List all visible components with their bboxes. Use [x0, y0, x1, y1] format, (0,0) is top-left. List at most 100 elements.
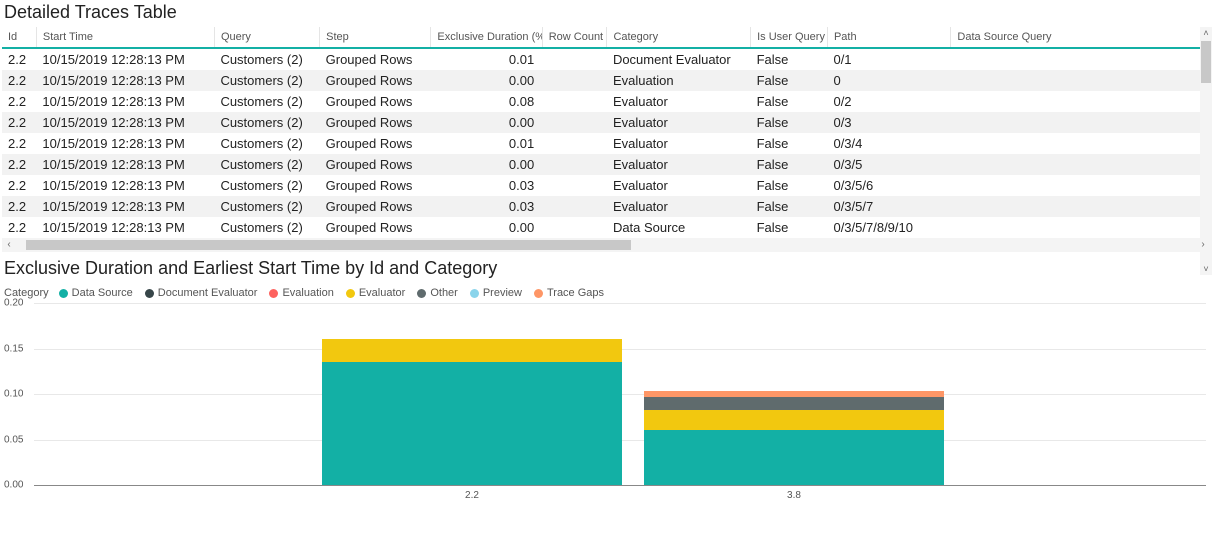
- chart-legend[interactable]: Category Data SourceDocument EvaluatorEv…: [0, 281, 1214, 303]
- cell-data_source_query: [951, 91, 1212, 112]
- table-row[interactable]: 2.210/15/2019 12:28:13 PMCustomers (2)Gr…: [2, 196, 1212, 217]
- y-tick-label: 0.10: [4, 389, 23, 400]
- cell-query: Customers (2): [214, 154, 319, 175]
- cell-start_time: 10/15/2019 12:28:13 PM: [36, 48, 214, 70]
- vertical-scroll-thumb[interactable]: [1201, 41, 1211, 83]
- legend-item[interactable]: Trace Gaps: [534, 287, 604, 299]
- scroll-down-icon[interactable]: ˅: [1200, 263, 1212, 275]
- legend-item[interactable]: Preview: [470, 287, 522, 299]
- legend-item[interactable]: Evaluator: [346, 287, 405, 299]
- cell-row_count: [542, 196, 607, 217]
- cell-is_user_query: False: [751, 196, 828, 217]
- bar-segment[interactable]: [644, 410, 944, 430]
- scroll-left-icon[interactable]: ‹: [2, 238, 16, 252]
- cell-data_source_query: [951, 48, 1212, 70]
- table-row[interactable]: 2.210/15/2019 12:28:13 PMCustomers (2)Gr…: [2, 154, 1212, 175]
- table-row[interactable]: 2.210/15/2019 12:28:13 PMCustomers (2)Gr…: [2, 133, 1212, 154]
- cell-path: 0/3/5/7: [827, 196, 950, 217]
- cell-id: 2.2: [2, 133, 36, 154]
- cell-row_count: [542, 91, 607, 112]
- cell-path: 0/2: [827, 91, 950, 112]
- cell-path: 0/3/5/6: [827, 175, 950, 196]
- legend-item-label: Other: [430, 287, 458, 299]
- y-tick-label: 0.05: [4, 434, 23, 445]
- cell-query: Customers (2): [214, 48, 319, 70]
- cell-row_count: [542, 48, 607, 70]
- cell-row_count: [542, 133, 607, 154]
- cell-row_count: [542, 70, 607, 91]
- table-title: Detailed Traces Table: [0, 0, 1214, 27]
- legend-item-label: Evaluator: [359, 287, 405, 299]
- cell-data_source_query: [951, 70, 1212, 91]
- cell-data_source_query: [951, 175, 1212, 196]
- cell-row_count: [542, 112, 607, 133]
- legend-item-label: Data Source: [72, 287, 133, 299]
- cell-excl_dur: 0.03: [431, 196, 542, 217]
- col-header-id[interactable]: Id: [2, 27, 36, 48]
- traces-table-wrap: IdStart TimeQueryStepExclusive Duration …: [2, 27, 1212, 238]
- cell-step: Grouped Rows: [320, 196, 431, 217]
- bar-segment[interactable]: [322, 362, 622, 485]
- x-tick-label: 3.8: [787, 490, 801, 501]
- legend-item-label: Document Evaluator: [158, 287, 258, 299]
- table-row[interactable]: 2.210/15/2019 12:28:13 PMCustomers (2)Gr…: [2, 70, 1212, 91]
- cell-id: 2.2: [2, 175, 36, 196]
- cell-start_time: 10/15/2019 12:28:13 PM: [36, 112, 214, 133]
- cell-data_source_query: [951, 112, 1212, 133]
- cell-id: 2.2: [2, 48, 36, 70]
- bar-2.2[interactable]: [322, 339, 622, 485]
- cell-category: Evaluator: [607, 112, 751, 133]
- cell-row_count: [542, 217, 607, 238]
- cell-category: Evaluator: [607, 196, 751, 217]
- cell-is_user_query: False: [751, 91, 828, 112]
- cell-step: Grouped Rows: [320, 217, 431, 238]
- legend-item[interactable]: Evaluation: [269, 287, 333, 299]
- chart-area[interactable]: 0.000.050.100.150.202.23.8: [2, 303, 1210, 503]
- cell-row_count: [542, 154, 607, 175]
- legend-item[interactable]: Other: [417, 287, 458, 299]
- cell-excl_dur: 0.00: [431, 217, 542, 238]
- cell-id: 2.2: [2, 154, 36, 175]
- y-tick-label: 0.15: [4, 343, 23, 354]
- horizontal-scroll-thumb[interactable]: [26, 240, 631, 250]
- col-header-excl_dur[interactable]: Exclusive Duration (%): [431, 27, 542, 48]
- cell-query: Customers (2): [214, 217, 319, 238]
- col-header-row_count[interactable]: Row Count: [542, 27, 607, 48]
- table-row[interactable]: 2.210/15/2019 12:28:13 PMCustomers (2)Gr…: [2, 112, 1212, 133]
- cell-data_source_query: [951, 154, 1212, 175]
- horizontal-scrollbar[interactable]: ‹ ›: [2, 238, 1210, 252]
- cell-excl_dur: 0.00: [431, 154, 542, 175]
- table-row[interactable]: 2.210/15/2019 12:28:13 PMCustomers (2)Gr…: [2, 217, 1212, 238]
- legend-item[interactable]: Document Evaluator: [145, 287, 258, 299]
- col-header-start_time[interactable]: Start Time: [36, 27, 214, 48]
- cell-step: Grouped Rows: [320, 175, 431, 196]
- col-header-is_user_query[interactable]: Is User Query: [751, 27, 828, 48]
- bar-segment[interactable]: [644, 430, 944, 485]
- cell-query: Customers (2): [214, 91, 319, 112]
- bar-segment[interactable]: [322, 339, 622, 362]
- cell-query: Customers (2): [214, 196, 319, 217]
- legend-swatch-icon: [534, 289, 543, 298]
- traces-table[interactable]: IdStart TimeQueryStepExclusive Duration …: [2, 27, 1212, 238]
- cell-category: Evaluator: [607, 154, 751, 175]
- col-header-category[interactable]: Category: [607, 27, 751, 48]
- col-header-query[interactable]: Query: [214, 27, 319, 48]
- cell-query: Customers (2): [214, 175, 319, 196]
- cell-step: Grouped Rows: [320, 48, 431, 70]
- cell-data_source_query: [951, 217, 1212, 238]
- bar-3.8[interactable]: [644, 391, 944, 485]
- col-header-path[interactable]: Path: [827, 27, 950, 48]
- col-header-step[interactable]: Step: [320, 27, 431, 48]
- cell-data_source_query: [951, 133, 1212, 154]
- table-row[interactable]: 2.210/15/2019 12:28:13 PMCustomers (2)Gr…: [2, 91, 1212, 112]
- legend-swatch-icon: [269, 289, 278, 298]
- table-row[interactable]: 2.210/15/2019 12:28:13 PMCustomers (2)Gr…: [2, 175, 1212, 196]
- table-row[interactable]: 2.210/15/2019 12:28:13 PMCustomers (2)Gr…: [2, 48, 1212, 70]
- col-header-data_source_query[interactable]: Data Source Query: [951, 27, 1212, 48]
- bar-segment[interactable]: [644, 397, 944, 411]
- scroll-up-icon[interactable]: ˄: [1200, 27, 1212, 39]
- legend-item[interactable]: Data Source: [59, 287, 133, 299]
- cell-category: Data Source: [607, 217, 751, 238]
- cell-query: Customers (2): [214, 112, 319, 133]
- scroll-right-icon[interactable]: ›: [1196, 238, 1210, 252]
